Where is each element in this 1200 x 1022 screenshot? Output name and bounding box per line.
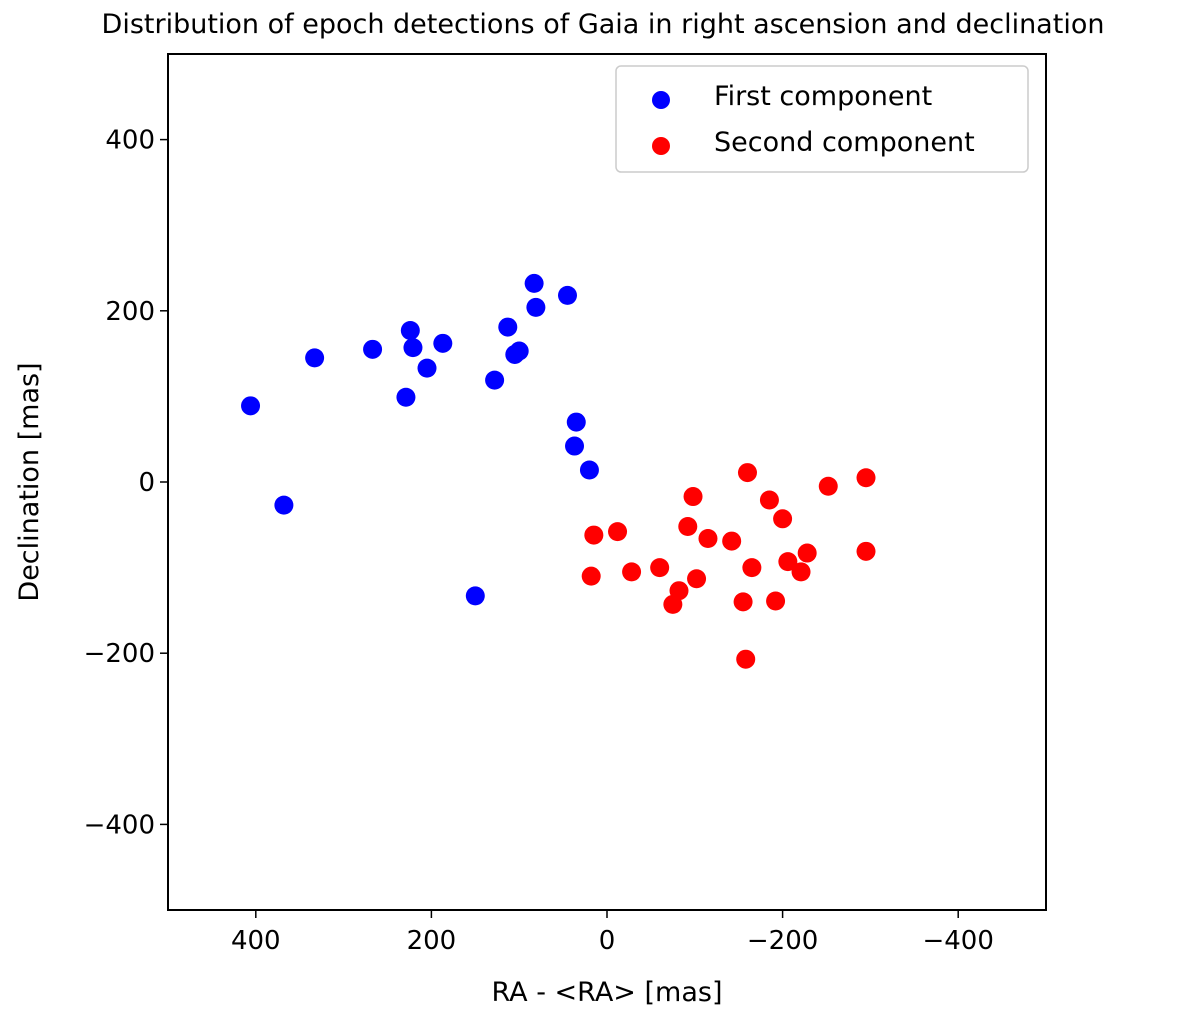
legend-marker-second-component <box>652 137 670 155</box>
y-tick-label: −200 <box>84 639 155 669</box>
legend: First component Second component <box>615 65 1029 173</box>
data-point <box>856 468 876 488</box>
data-points <box>241 273 876 669</box>
y-tick-label: −400 <box>84 810 155 840</box>
y-tick-label: 200 <box>105 297 155 327</box>
data-point <box>687 569 707 589</box>
data-point <box>526 297 546 317</box>
data-point <box>557 285 577 305</box>
data-point <box>485 370 505 390</box>
data-point <box>818 476 838 496</box>
y-tick-label: 400 <box>105 126 155 156</box>
data-point <box>759 490 779 510</box>
data-point <box>736 649 756 669</box>
legend-box <box>615 65 1029 173</box>
data-point <box>396 387 416 407</box>
data-point <box>305 348 325 368</box>
data-point <box>363 339 383 359</box>
data-point <box>608 522 628 542</box>
data-point <box>566 412 586 432</box>
x-axis-label: RA - <RA> [mas] <box>492 977 723 1008</box>
data-point <box>733 592 753 612</box>
legend-label-first-component: First component <box>714 81 932 112</box>
series-second-component <box>581 463 876 669</box>
series-first-component <box>241 273 599 606</box>
data-point <box>509 341 529 361</box>
data-point <box>524 273 544 293</box>
data-point <box>722 531 742 551</box>
plot-frame <box>167 53 1047 911</box>
data-point <box>274 495 294 515</box>
legend-marker-first-component <box>652 91 670 109</box>
data-point <box>737 463 757 483</box>
data-point <box>417 358 437 378</box>
data-point <box>465 586 485 606</box>
data-point <box>622 562 642 582</box>
data-point <box>678 517 698 537</box>
data-point <box>797 543 817 563</box>
data-point <box>498 317 518 337</box>
x-tick-label: 0 <box>599 926 616 956</box>
data-point <box>403 338 423 358</box>
y-tick-label: 0 <box>138 468 155 498</box>
data-point <box>581 566 601 586</box>
x-tick-label: −400 <box>922 926 993 956</box>
plot-area: 400 200 0 −200 −400 400 200 0 −200 −400 <box>84 53 1047 956</box>
data-point <box>565 436 585 456</box>
data-point <box>856 541 876 561</box>
data-point <box>400 320 420 340</box>
x-tick-label: −200 <box>747 926 818 956</box>
x-tick-label: 200 <box>407 926 457 956</box>
data-point <box>241 396 261 416</box>
x-axis: 400 200 0 −200 −400 <box>231 910 994 956</box>
chart-title: Distribution of epoch detections of Gaia… <box>102 9 1105 40</box>
legend-label-second-component: Second component <box>714 127 975 158</box>
data-point <box>584 525 604 545</box>
data-point <box>433 333 453 353</box>
data-point <box>791 562 811 582</box>
data-point <box>698 528 718 548</box>
data-point <box>742 558 762 578</box>
data-point <box>683 487 703 507</box>
data-point <box>778 552 798 572</box>
x-tick-label: 400 <box>231 926 281 956</box>
data-point <box>766 591 786 611</box>
data-point <box>579 460 599 480</box>
data-point <box>650 558 670 578</box>
data-point <box>669 581 689 601</box>
data-point <box>773 509 793 529</box>
y-axis-label: Declination [mas] <box>14 362 45 601</box>
y-axis: 400 200 0 −200 −400 <box>84 126 168 840</box>
